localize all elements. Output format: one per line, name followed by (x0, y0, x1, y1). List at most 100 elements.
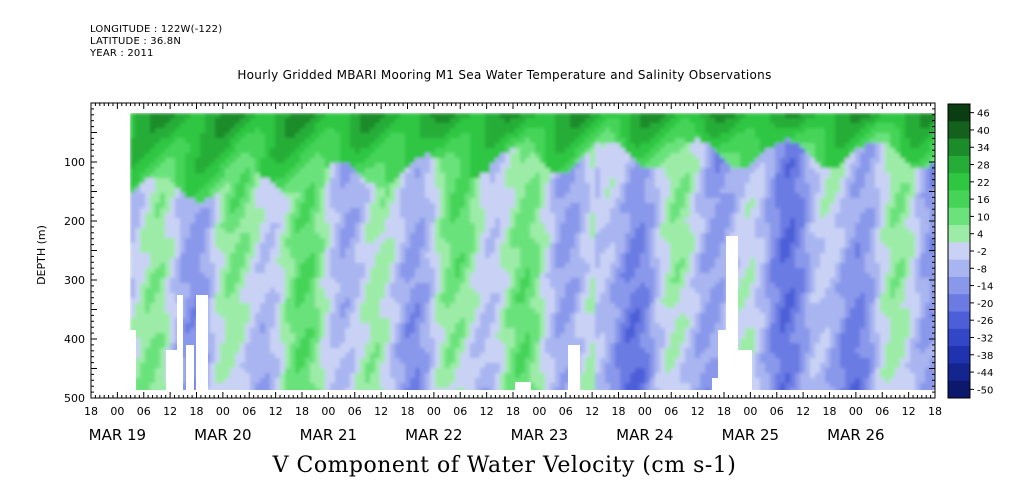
colorbar-label: 10 (977, 212, 990, 223)
colorbar-swatch (948, 104, 970, 122)
longitude-label: LONGITUDE : 122W(-122) (90, 24, 223, 35)
colorbar-label: 40 (977, 126, 990, 137)
colorbar-label: 22 (977, 178, 990, 189)
x-date-label: MAR 24 (616, 426, 673, 444)
velocity-field-cells (130, 113, 935, 394)
x-hour-label: 12 (374, 405, 388, 418)
y-axis: 100 200 300 400 500 (64, 108, 935, 405)
colorbar-swatch (948, 242, 970, 261)
colorbar-label: 28 (977, 161, 990, 172)
colorbar-label: -2 (977, 247, 987, 258)
x-hour-label: 00 (110, 405, 124, 418)
missing-data-gap (726, 236, 738, 390)
missing-data-gap (738, 350, 752, 390)
colorbar-label: -38 (977, 351, 993, 362)
x-hour-label: 12 (585, 405, 599, 418)
y-axis-title: DEPTH (m) (35, 225, 48, 285)
x-hour-label: 06 (242, 405, 256, 418)
colorbar-label: -20 (977, 299, 993, 310)
y-tick-label: 500 (64, 392, 85, 405)
x-hour-label: 06 (875, 405, 889, 418)
missing-data-masks (91, 103, 935, 398)
colorbar-label: 34 (977, 143, 990, 154)
x-date-label: MAR 23 (511, 426, 568, 444)
colorbar-swatch (948, 380, 970, 399)
colorbar-swatch (948, 155, 970, 174)
x-axis: 18 00 06 12 18 00 06 12 18 00 06 12 18 00 06 12 18 00 06 12… (84, 103, 942, 444)
x-hour-label: 18 (190, 405, 204, 418)
x-date-label: MAR 20 (194, 426, 251, 444)
x-hour-label: 18 (295, 405, 309, 418)
colorbar-swatch (948, 311, 970, 330)
y-tick-label: 100 (64, 156, 85, 169)
x-hour-label: 06 (348, 405, 362, 418)
x-date-label: MAR 25 (722, 426, 779, 444)
colorbar-swatch (948, 225, 970, 243)
colorbar-label: 4 (977, 230, 983, 241)
x-hour-label: 18 (612, 405, 626, 418)
x-hour-label: 12 (269, 405, 283, 418)
missing-data-gap (196, 295, 208, 390)
y-tick-label: 400 (64, 333, 85, 346)
x-hour-label: 18 (84, 405, 98, 418)
missing-data-gap (515, 382, 531, 390)
bottom-blank (130, 390, 935, 398)
x-hour-label: 12 (902, 405, 916, 418)
x-hour-label: 06 (770, 405, 784, 418)
x-hour-label: 00 (849, 405, 863, 418)
x-hour-label: 18 (506, 405, 520, 418)
missing-data-gap (718, 330, 726, 390)
colorbar-swatch (948, 138, 970, 157)
missing-data-gap (130, 330, 136, 390)
colorbar: 46 40 34 28 22 16 10 4 -2 -8 -14 -20 -26 -32 -38 -44 -50 (947, 103, 993, 399)
x-hour-label: 12 (163, 405, 177, 418)
x-date-label: MAR 21 (300, 426, 357, 444)
missing-data-gap (166, 350, 179, 390)
colorbar-swatch (948, 173, 970, 191)
x-date-label: MAR 19 (89, 426, 146, 444)
colorbar-label: -26 (977, 316, 993, 327)
colorbar-swatch (948, 121, 970, 139)
x-hour-label: 00 (427, 405, 441, 418)
x-hour-label: 06 (137, 405, 151, 418)
x-hour-label: 06 (664, 405, 678, 418)
x-hour-label: 12 (480, 405, 494, 418)
x-hour-label: 18 (401, 405, 415, 418)
colorbar-label: -14 (977, 282, 993, 293)
x-hour-label: 00 (638, 405, 652, 418)
colorbar-swatch (948, 346, 970, 364)
y-tick-label: 300 (64, 274, 85, 287)
x-hour-label: 12 (691, 405, 705, 418)
x-date-label: MAR 26 (827, 426, 884, 444)
latitude-label: LATITUDE : 36.8N (90, 36, 182, 47)
year-label: YEAR : 2011 (90, 48, 154, 59)
colorbar-label: 46 (977, 109, 990, 120)
colorbar-label: -44 (977, 368, 993, 379)
x-hour-label: 18 (823, 405, 837, 418)
top-blank (130, 103, 935, 113)
colorbar-label: 16 (977, 195, 990, 206)
x-hour-label: 06 (453, 405, 467, 418)
chart-title: Hourly Gridded MBARI Mooring M1 Sea Wate… (237, 68, 772, 82)
colorbar-label: -8 (977, 264, 987, 275)
colorbar-label: -50 (977, 385, 993, 396)
x-hour-label: 12 (796, 405, 810, 418)
colorbar-swatch (948, 276, 970, 295)
x-axis-title: V Component of Water Velocity (cm s-1) (272, 453, 737, 478)
x-hour-label: 00 (532, 405, 546, 418)
velocity-field (130, 113, 935, 394)
colorbar-swatch (948, 259, 970, 278)
y-tick-label: 200 (64, 215, 85, 228)
colorbar-swatch (948, 328, 970, 347)
colorbar-swatch (948, 363, 970, 382)
x-hour-label: 18 (928, 405, 942, 418)
x-hour-label: 18 (717, 405, 731, 418)
x-date-label: MAR 22 (405, 426, 462, 444)
x-hour-label: 00 (216, 405, 230, 418)
x-hour-label: 06 (559, 405, 573, 418)
colorbar-swatch (948, 190, 970, 209)
x-hour-label: 00 (743, 405, 757, 418)
x-hour-label: 00 (321, 405, 335, 418)
colorbar-swatch (948, 294, 970, 312)
